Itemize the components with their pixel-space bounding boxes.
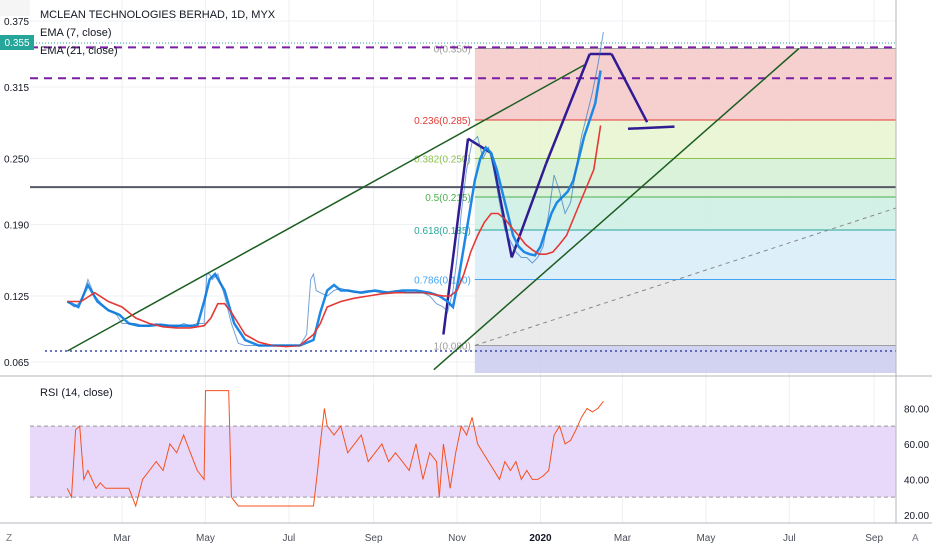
ema21-line [67, 125, 602, 348]
rsi-pane [30, 390, 896, 508]
fib-zone [474, 158, 896, 197]
fib-level-label: 1(0.080) [434, 342, 471, 353]
rsi-axis-tick: 40.00 [904, 475, 929, 486]
zoom-button[interactable]: Z [6, 533, 12, 544]
price-axis-tick: 0.125 [4, 292, 29, 303]
fib-level-label: 0.382(0.250) [414, 155, 471, 166]
time-axis-tick: Mar [614, 533, 632, 544]
price-axis-tick: 0.190 [4, 221, 29, 232]
chart-corner [0, 0, 30, 16]
fib-zone [474, 120, 896, 159]
auto-scale-button[interactable]: A [912, 533, 919, 544]
fib-level-label: 0.786(0.140) [414, 276, 471, 287]
dashed-trendline[interactable] [474, 207, 897, 346]
target-level-segment[interactable] [627, 125, 675, 131]
wave-drawing-segment[interactable] [610, 53, 649, 123]
time-axis-tick: Mar [113, 533, 131, 544]
ema21-legend[interactable]: EMA (21, close) [40, 45, 118, 57]
price-series-layer [66, 31, 604, 348]
fib-zone [474, 48, 896, 120]
time-axis-tick: 2020 [529, 533, 552, 544]
price-axis-tick: 0.065 [4, 358, 29, 369]
ema7-legend[interactable]: EMA (7, close) [40, 27, 112, 39]
rsi-line [66, 390, 604, 508]
fib-level-label: 0(0.350) [434, 45, 471, 56]
fib-zone [474, 345, 896, 373]
price-line [66, 31, 604, 346]
time-axis-tick: Nov [448, 533, 466, 544]
fibonacci-retracement[interactable]: 0(0.350) 0.236(0.285) 0.382(0.250) 0.5(0.21… [414, 45, 896, 374]
rsi-legend[interactable]: RSI (14, close) [40, 387, 113, 399]
time-axis-tick: Jul [282, 533, 295, 544]
fib-zone [474, 197, 896, 230]
price-axis-tick: 0.315 [4, 83, 29, 94]
wave-drawing-segment[interactable] [544, 53, 591, 165]
lower-trendline[interactable] [433, 47, 800, 371]
upper-trendline[interactable] [66, 64, 585, 352]
rsi-axis-tick: 20.00 [904, 511, 929, 522]
time-axis-tick: May [196, 533, 215, 544]
time-axis-tick: May [696, 533, 715, 544]
drawing-layer[interactable] [30, 42, 897, 371]
fib-level-label: 0.618(0.185) [414, 226, 471, 237]
price-axis-tick: 0.375 [4, 17, 29, 28]
fib-zone [474, 279, 896, 346]
time-axis-tick: Sep [865, 533, 883, 544]
chart-title: MCLEAN TECHNOLOGIES BERHAD, 1D, MYX [40, 9, 276, 21]
rsi-axis-tick: 60.00 [904, 440, 929, 451]
wave-drawing-segment[interactable] [490, 152, 513, 258]
time-axis-tick: Jul [783, 533, 796, 544]
price-axis-tick: 0.250 [4, 155, 29, 166]
fib-level-label: 0.5(0.215) [425, 193, 471, 204]
rsi-band [30, 426, 896, 498]
fib-level-label: 0.236(0.285) [414, 116, 471, 127]
last-price-value: 0.355 [4, 38, 29, 49]
last-price-badge [0, 35, 34, 50]
rsi-axis-tick: 80.00 [904, 404, 929, 415]
time-axis-tick: Sep [365, 533, 383, 544]
fib-zone [474, 230, 896, 280]
